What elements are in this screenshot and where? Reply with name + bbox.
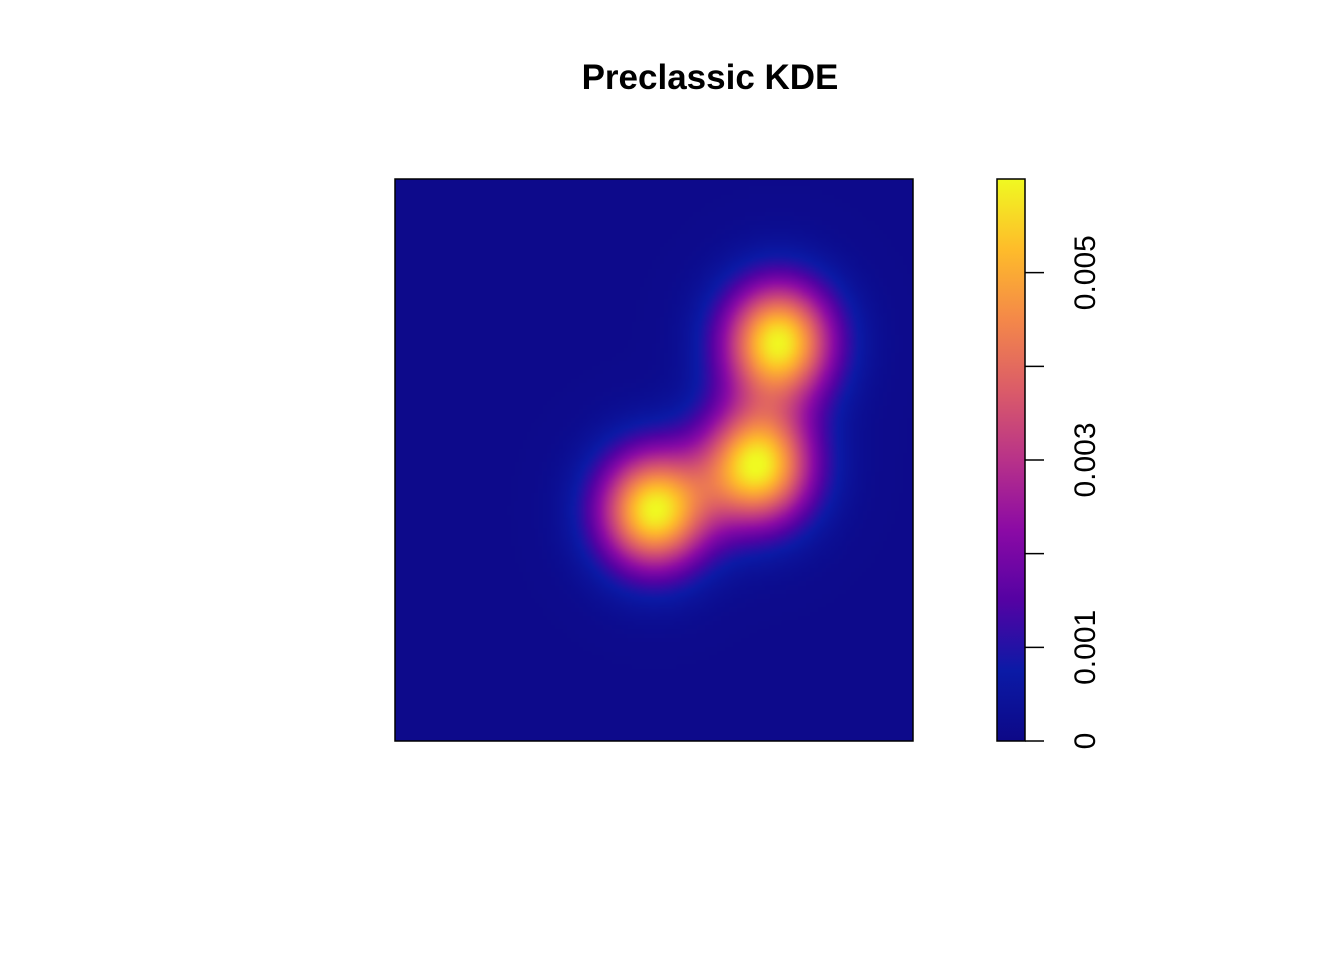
colorbar-tick-label: 0.001 [1069, 610, 1102, 685]
plot-frame [394, 178, 914, 742]
colorbar-tick-label: 0.005 [1069, 235, 1102, 310]
colorbar-axis: 0 0.001 0.003 0.005 [1025, 235, 1102, 749]
heatmap-panel [395, 179, 913, 741]
colorbar-tick-label: 0.003 [1069, 422, 1102, 497]
density-surface [395, 179, 913, 741]
colorbar [996, 178, 1026, 742]
chart-title: Preclassic KDE [581, 58, 839, 97]
colorbar-tick-label: 0 [1069, 733, 1102, 750]
